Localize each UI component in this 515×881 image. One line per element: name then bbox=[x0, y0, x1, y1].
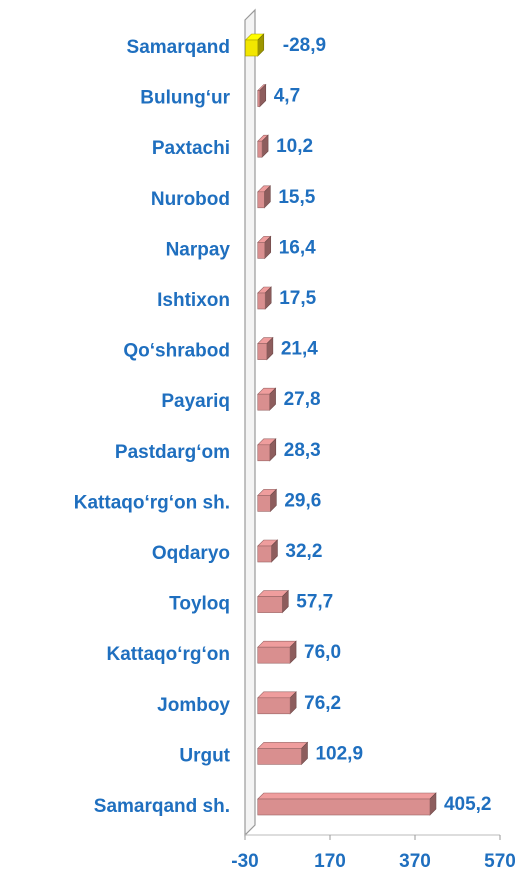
bar bbox=[257, 393, 270, 411]
bar bbox=[257, 596, 283, 613]
category-label: Nurobod bbox=[151, 189, 230, 210]
bar bbox=[257, 495, 271, 512]
value-label: 405,2 bbox=[444, 794, 492, 815]
category-label: Kattaqo‘rg‘on sh. bbox=[74, 492, 230, 513]
bar bbox=[257, 292, 266, 310]
category-label: Jomboy bbox=[157, 695, 230, 716]
value-label: 102,9 bbox=[315, 743, 363, 764]
value-label: 4,7 bbox=[274, 86, 300, 107]
bar bbox=[257, 697, 291, 715]
category-label: Oqdaryo bbox=[152, 543, 230, 564]
category-label: Narpay bbox=[166, 239, 231, 260]
value-label: 76,2 bbox=[304, 693, 341, 714]
bar bbox=[257, 90, 261, 107]
value-label: 57,7 bbox=[296, 592, 333, 613]
x-tick-label: 370 bbox=[399, 851, 431, 872]
value-label: 28,3 bbox=[284, 440, 321, 461]
value-label: 32,2 bbox=[285, 541, 322, 562]
bar bbox=[257, 242, 266, 259]
x-tick-label: -30 bbox=[231, 851, 258, 872]
bar bbox=[257, 343, 268, 360]
bar bbox=[257, 545, 272, 563]
bar-top bbox=[257, 640, 297, 648]
bar bbox=[257, 798, 431, 816]
x-tick-label: 570 bbox=[484, 851, 515, 872]
bar bbox=[257, 140, 263, 158]
category-label: Urgut bbox=[179, 745, 230, 766]
value-label: 29,6 bbox=[284, 490, 321, 511]
bar bbox=[245, 39, 259, 57]
bar-top bbox=[257, 742, 309, 749]
category-label: Paxtachi bbox=[152, 138, 230, 159]
category-label: Toyloq bbox=[169, 594, 230, 615]
category-label: Ishtixon bbox=[157, 290, 230, 311]
category-label: Samarqand bbox=[127, 37, 230, 58]
bar bbox=[257, 444, 271, 462]
bar-top bbox=[257, 792, 437, 800]
value-label: -28,9 bbox=[283, 35, 326, 56]
value-label: 10,2 bbox=[276, 136, 313, 157]
value-label: 15,5 bbox=[278, 187, 315, 208]
category-label: Bulung‘ur bbox=[140, 88, 230, 109]
bar bbox=[257, 191, 265, 209]
bar bbox=[257, 646, 291, 664]
bar-top bbox=[257, 691, 297, 699]
bar bbox=[257, 748, 302, 765]
value-label: 17,5 bbox=[279, 288, 316, 309]
value-label: 27,8 bbox=[284, 389, 321, 410]
value-label: 16,4 bbox=[279, 237, 316, 258]
category-label: Pastdarg‘om bbox=[115, 442, 230, 463]
category-label: Kattaqo‘rg‘on bbox=[107, 644, 231, 665]
category-label: Qo‘shrabod bbox=[123, 341, 230, 362]
axis-wall bbox=[244, 8, 256, 837]
value-label: 21,4 bbox=[281, 339, 318, 360]
value-label: 76,0 bbox=[304, 642, 341, 663]
category-label: Samarqand sh. bbox=[94, 796, 230, 817]
x-tick-label: 170 bbox=[314, 851, 346, 872]
category-label: Payariq bbox=[161, 391, 230, 412]
